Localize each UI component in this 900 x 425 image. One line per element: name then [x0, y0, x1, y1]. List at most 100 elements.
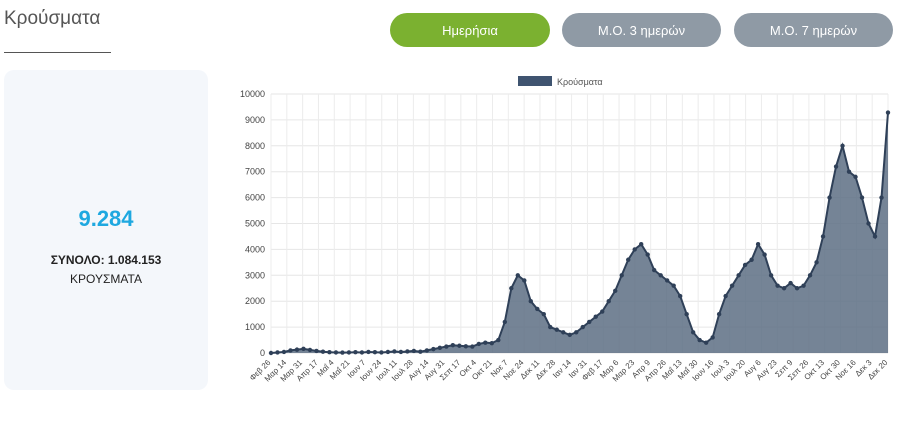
data-point — [567, 332, 572, 338]
data-point — [476, 341, 482, 347]
data-point — [281, 349, 287, 355]
data-point — [775, 283, 780, 288]
data-point — [801, 283, 806, 288]
data-point — [684, 311, 689, 317]
data-point — [385, 349, 391, 355]
data-point — [444, 344, 449, 349]
y-tick-label: 4000 — [245, 244, 265, 254]
data-point — [366, 349, 371, 355]
data-point — [496, 337, 501, 343]
data-point — [807, 273, 813, 278]
total-cases: ΣΥΝΟΛΟ: 1.084.153 — [50, 253, 162, 267]
data-point — [483, 340, 488, 345]
y-tick-label: 1000 — [245, 322, 265, 332]
data-point — [859, 195, 865, 200]
data-point — [872, 234, 878, 239]
data-point — [424, 348, 430, 353]
data-point — [359, 350, 365, 355]
data-point — [820, 234, 826, 239]
data-point — [346, 350, 352, 355]
data-point — [457, 343, 462, 348]
data-point — [658, 273, 663, 278]
data-point — [768, 273, 774, 278]
data-point — [294, 347, 300, 352]
y-tick-label: 2000 — [245, 296, 265, 306]
data-point — [613, 288, 618, 294]
data-point — [729, 283, 735, 288]
data-point — [587, 319, 592, 325]
data-point — [755, 242, 761, 247]
data-point — [690, 330, 696, 335]
data-point — [651, 267, 657, 273]
y-tick-label: 10000 — [240, 89, 265, 99]
data-point — [600, 309, 605, 314]
data-point — [405, 349, 410, 354]
y-tick-label: 0 — [260, 348, 265, 358]
data-point — [742, 262, 748, 268]
y-tick-label: 6000 — [245, 193, 265, 203]
data-point — [866, 221, 871, 226]
data-point — [470, 344, 475, 349]
data-point — [677, 293, 683, 299]
data-point — [664, 278, 670, 283]
data-point — [535, 306, 540, 312]
data-point — [781, 286, 787, 291]
data-point — [379, 350, 384, 355]
tab-daily[interactable]: Ημερήσια — [390, 13, 550, 47]
data-point — [879, 195, 884, 200]
data-point — [463, 344, 469, 349]
data-point — [288, 348, 293, 353]
data-point — [541, 311, 546, 317]
legend-swatch — [518, 76, 552, 86]
data-point — [574, 330, 579, 335]
data-point — [411, 348, 417, 354]
cases-label: ΚΡΟΥΣΜΑΤΑ — [70, 272, 142, 286]
data-point — [593, 314, 598, 319]
data-point — [814, 260, 819, 265]
data-point — [489, 340, 495, 346]
data-point — [528, 299, 533, 304]
data-point — [268, 350, 274, 356]
legend: Κρούσματα — [518, 76, 603, 87]
y-tick-label: 8000 — [245, 141, 265, 151]
data-point — [716, 311, 722, 317]
data-point — [275, 350, 280, 355]
page-title: Κρούσματα — [4, 8, 101, 29]
y-tick-label: 9000 — [245, 115, 265, 125]
latest-daily-cases: 9.284 — [78, 206, 134, 231]
data-point — [639, 242, 644, 247]
data-point — [619, 273, 624, 278]
data-point — [580, 324, 585, 330]
y-tick-label: 7000 — [245, 167, 265, 177]
tab-3-day-average[interactable]: Μ.Ο. 3 ημερών — [562, 13, 721, 47]
data-point — [853, 174, 858, 180]
data-point — [314, 348, 319, 354]
data-point — [697, 337, 702, 343]
data-point — [671, 283, 676, 288]
data-point — [307, 347, 313, 353]
data-point — [762, 252, 767, 257]
data-point — [509, 286, 514, 291]
data-point — [301, 346, 306, 352]
title-underline — [4, 52, 111, 53]
data-point — [554, 327, 559, 332]
data-point — [840, 143, 845, 148]
data-point — [502, 319, 508, 325]
data-point — [626, 257, 631, 262]
data-point — [827, 195, 832, 200]
data-point — [398, 349, 404, 355]
data-point — [788, 280, 793, 286]
data-point — [736, 273, 741, 278]
data-point — [320, 349, 326, 354]
data-point — [846, 169, 852, 174]
data-point — [372, 350, 378, 355]
data-point — [431, 346, 436, 352]
data-point — [333, 350, 339, 355]
data-point — [710, 335, 715, 340]
y-axis: 0 1000 2000 3000 4000 5000 6000 7000 8000 9000 100… — [240, 89, 265, 358]
data-point — [885, 110, 891, 115]
tab-7-day-average[interactable]: Μ.Ο. 7 ημερών — [734, 13, 893, 47]
data-point — [522, 278, 527, 283]
data-point — [353, 350, 358, 355]
